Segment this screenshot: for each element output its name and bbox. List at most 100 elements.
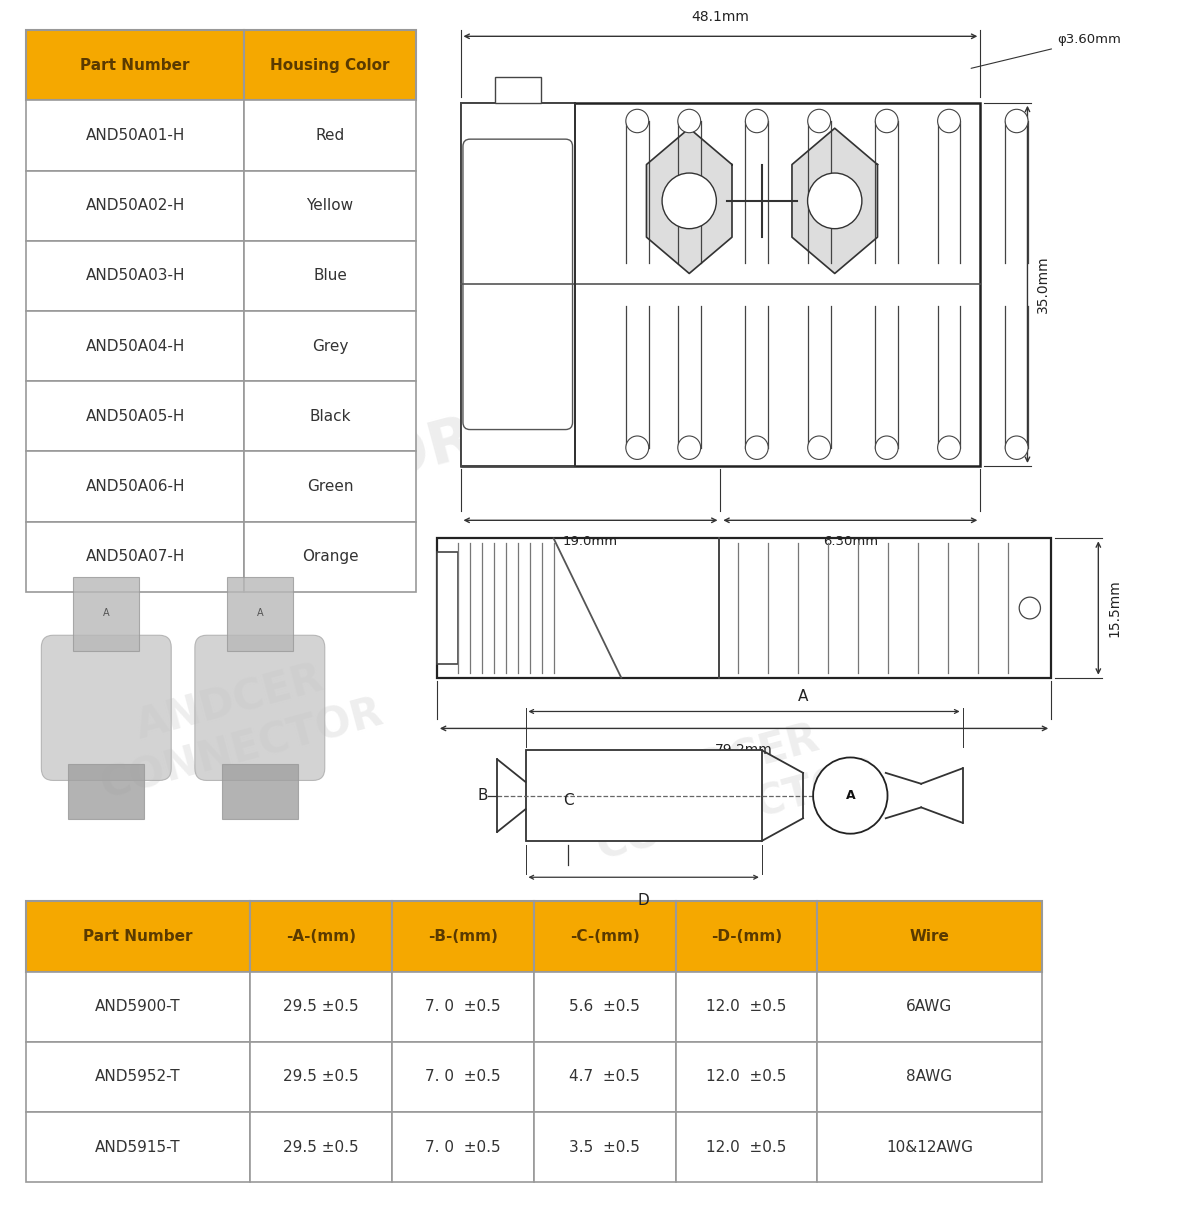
FancyBboxPatch shape — [26, 1042, 250, 1112]
Text: Orange: Orange — [302, 549, 358, 564]
Text: AND50A01-H: AND50A01-H — [85, 128, 185, 143]
Text: Black: Black — [309, 409, 351, 423]
FancyBboxPatch shape — [222, 764, 298, 819]
Circle shape — [1019, 598, 1040, 618]
FancyBboxPatch shape — [26, 901, 250, 972]
Text: 12.0  ±0.5: 12.0 ±0.5 — [706, 1140, 787, 1154]
FancyBboxPatch shape — [817, 901, 1042, 972]
FancyBboxPatch shape — [244, 311, 416, 381]
Text: -A-(mm): -A-(mm) — [286, 929, 357, 944]
FancyBboxPatch shape — [250, 972, 392, 1042]
Text: φ3.60mm: φ3.60mm — [971, 34, 1121, 68]
Text: AND50A05-H: AND50A05-H — [85, 409, 185, 423]
FancyBboxPatch shape — [26, 972, 250, 1042]
FancyBboxPatch shape — [534, 1042, 676, 1112]
Circle shape — [938, 436, 960, 460]
FancyBboxPatch shape — [244, 522, 416, 592]
FancyBboxPatch shape — [244, 381, 416, 451]
Circle shape — [808, 436, 830, 460]
Circle shape — [626, 436, 648, 460]
FancyBboxPatch shape — [26, 30, 244, 100]
FancyBboxPatch shape — [437, 538, 1051, 678]
Text: 3.5  ±0.5: 3.5 ±0.5 — [569, 1140, 640, 1154]
Text: Green: Green — [307, 479, 353, 494]
FancyBboxPatch shape — [676, 1112, 817, 1182]
Text: -B-(mm): -B-(mm) — [428, 929, 498, 944]
FancyBboxPatch shape — [392, 1112, 534, 1182]
Text: ANDCER
CONNECTOR: ANDCER CONNECTOR — [606, 194, 929, 363]
FancyBboxPatch shape — [227, 577, 293, 651]
FancyBboxPatch shape — [676, 972, 817, 1042]
FancyBboxPatch shape — [250, 1112, 392, 1182]
Circle shape — [875, 109, 898, 133]
Text: -C-(mm): -C-(mm) — [569, 929, 640, 944]
Text: -D-(mm): -D-(mm) — [711, 929, 782, 944]
Circle shape — [678, 109, 700, 133]
Text: 7. 0  ±0.5: 7. 0 ±0.5 — [425, 1070, 501, 1084]
FancyBboxPatch shape — [244, 451, 416, 522]
FancyBboxPatch shape — [676, 901, 817, 972]
Text: A: A — [798, 690, 808, 704]
FancyBboxPatch shape — [244, 241, 416, 311]
Circle shape — [678, 436, 700, 460]
Circle shape — [663, 173, 717, 229]
Text: AND50A06-H: AND50A06-H — [85, 479, 185, 494]
Circle shape — [745, 109, 768, 133]
FancyBboxPatch shape — [68, 764, 144, 819]
Text: AND50A04-H: AND50A04-H — [85, 339, 185, 353]
Text: 6AWG: 6AWG — [906, 999, 953, 1014]
Text: C: C — [563, 793, 573, 808]
Circle shape — [745, 436, 768, 460]
Text: A: A — [103, 609, 110, 618]
Text: 29.5 ±0.5: 29.5 ±0.5 — [283, 1140, 359, 1154]
FancyBboxPatch shape — [461, 103, 575, 466]
Polygon shape — [646, 128, 732, 273]
FancyBboxPatch shape — [244, 171, 416, 241]
Text: AND50A07-H: AND50A07-H — [85, 549, 185, 564]
Text: 10&12AWG: 10&12AWG — [886, 1140, 973, 1154]
Text: ANDCER
CONNECTOR: ANDCER CONNECTOR — [580, 705, 885, 868]
Circle shape — [808, 173, 862, 229]
FancyBboxPatch shape — [817, 1042, 1042, 1112]
Text: Wire: Wire — [909, 929, 950, 944]
FancyBboxPatch shape — [250, 901, 392, 972]
FancyBboxPatch shape — [26, 1112, 250, 1182]
FancyBboxPatch shape — [495, 77, 541, 103]
Circle shape — [1005, 109, 1027, 133]
Text: 7. 0  ±0.5: 7. 0 ±0.5 — [425, 1140, 501, 1154]
FancyBboxPatch shape — [534, 901, 676, 972]
FancyBboxPatch shape — [526, 750, 762, 841]
Text: A: A — [846, 789, 855, 802]
Text: AND50A02-H: AND50A02-H — [85, 198, 185, 213]
Text: Part Number: Part Number — [80, 58, 190, 73]
FancyBboxPatch shape — [250, 1042, 392, 1112]
Circle shape — [626, 109, 648, 133]
Text: ANDCER
CONNECTOR: ANDCER CONNECTOR — [84, 645, 389, 807]
Text: 79.2mm: 79.2mm — [716, 743, 772, 757]
Text: 5.6  ±0.5: 5.6 ±0.5 — [569, 999, 640, 1014]
Text: 6.30mm: 6.30mm — [823, 535, 877, 548]
Text: 35.0mm: 35.0mm — [1036, 255, 1050, 313]
FancyBboxPatch shape — [817, 972, 1042, 1042]
FancyBboxPatch shape — [73, 577, 139, 651]
Circle shape — [938, 109, 960, 133]
Text: A: A — [256, 609, 263, 618]
Text: Blue: Blue — [313, 269, 347, 283]
FancyBboxPatch shape — [26, 451, 244, 522]
Text: 8AWG: 8AWG — [906, 1070, 953, 1084]
FancyBboxPatch shape — [437, 552, 458, 663]
Circle shape — [1005, 436, 1027, 460]
Text: Yellow: Yellow — [307, 198, 353, 213]
FancyBboxPatch shape — [195, 635, 325, 780]
Circle shape — [813, 757, 888, 834]
FancyBboxPatch shape — [26, 311, 244, 381]
FancyBboxPatch shape — [26, 241, 244, 311]
Text: Grey: Grey — [312, 339, 348, 353]
FancyBboxPatch shape — [392, 972, 534, 1042]
Circle shape — [875, 436, 898, 460]
Text: AND5952-T: AND5952-T — [96, 1070, 181, 1084]
Text: Housing Color: Housing Color — [270, 58, 390, 73]
Text: 12.0  ±0.5: 12.0 ±0.5 — [706, 1070, 787, 1084]
Text: B: B — [478, 788, 488, 803]
Text: D: D — [638, 893, 650, 908]
